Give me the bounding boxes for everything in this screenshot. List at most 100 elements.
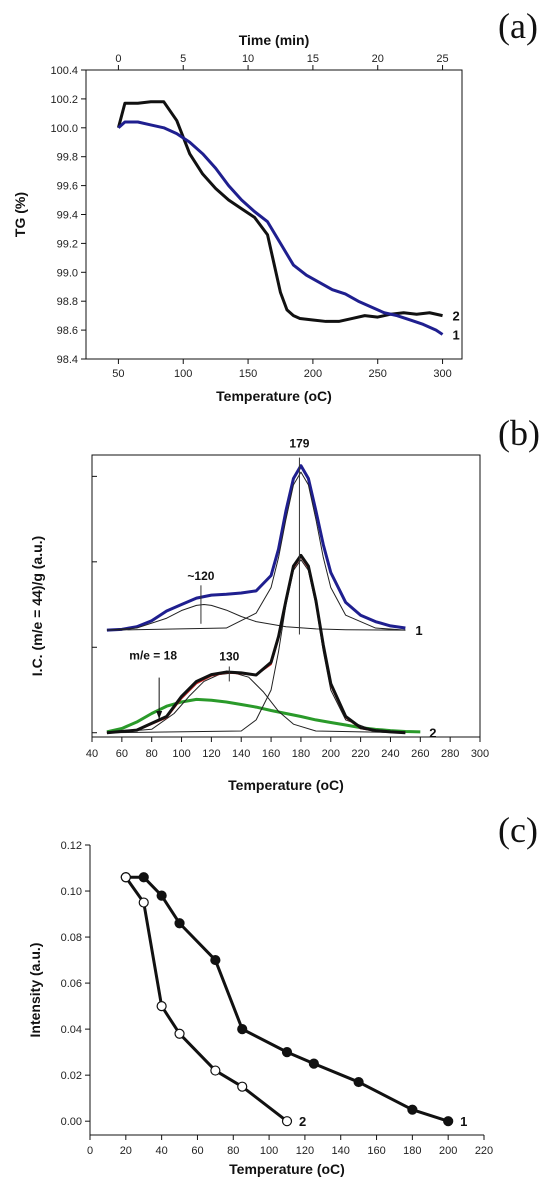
c-y-tick-label: 0.12 [61,840,82,852]
c-x-tick-label: 20 [120,1145,132,1157]
c-point-series-2 [120,872,131,883]
c-panel-label: (c) [498,810,538,850]
a-y-axis-title: TG (%) [12,192,28,237]
a-top-tick-label: 15 [307,53,319,65]
c-point-series-1 [210,954,221,966]
a-y-tick-label: 98.8 [57,296,78,308]
b-x-axis-title: Temperature (oC) [228,777,344,793]
b-y-axis-title: I.C. (m/e = 44)/g (a.u.) [29,536,45,676]
c-y-tick-label: 0.10 [61,886,82,898]
a-x-tick-label: 200 [304,368,322,380]
c-point-series-1 [443,1116,454,1127]
b-series-label-2: 2 [429,726,436,741]
b-series-label-1: 1 [415,623,422,638]
a-y-tick-label: 99.6 [57,181,78,193]
a-panel-label: (a) [498,6,538,46]
b-x-tick-label: 60 [116,748,128,760]
a-y-tick-label: 99.8 [57,152,78,164]
c-series-label-2: 2 [299,1114,306,1129]
c-x-tick-label: 60 [191,1145,203,1157]
a-y-tick-label: 98.4 [57,354,78,366]
c-y-tick-label: 0.06 [61,978,82,990]
b-series-line-2 [106,553,406,735]
c-series-line-2 [124,876,288,1123]
c-point-series-1 [156,890,167,901]
a-y-tick-label: 100.2 [50,94,78,106]
a-x-axis-title: Temperature (oC) [216,388,332,404]
panel-c-intensity-chart: 0 20 40 60 80 100 120 140 160 180 200 220 0.00 0.02 0.… [27,810,538,1177]
b-annotation-120: ~120 [187,569,214,583]
c-x-tick-label: 200 [439,1145,457,1157]
c-y-tick-label: 0.08 [61,932,82,944]
b-x-tick-label: 100 [172,748,190,760]
b-panel-label: (b) [498,413,540,453]
c-y-axis-title: Intensity (a.u.) [27,943,43,1038]
a-y-tick-label: 100.0 [50,123,78,135]
a-top-tick-label: 10 [242,53,254,65]
c-point-series-1 [281,1047,293,1058]
c-point-series-2 [237,1081,248,1092]
a-x-tick-label: 300 [433,368,451,380]
c-x-axis-title: Temperature (oC) [229,1161,345,1177]
c-x-tick-label: 180 [403,1145,421,1157]
c-point-series-2 [210,1065,221,1076]
b-annotation-arrow-head [156,711,163,720]
b-series-line-1-fit-peak-179 [106,471,406,631]
a-top-tick-label: 0 [115,53,121,65]
b-x-tick-label: 40 [86,748,98,760]
c-point-series-1 [174,918,185,929]
a-y-tick-label: 99.2 [57,238,78,250]
b-x-tick-label: 280 [441,748,459,760]
b-x-tick-label: 180 [292,748,310,760]
b-x-tick-label: 80 [146,748,158,760]
b-x-tick-label: 120 [202,748,220,760]
a-top-tick-label: 25 [436,53,448,65]
c-x-tick-label: 0 [87,1145,93,1157]
c-x-tick-label: 40 [156,1145,168,1157]
a-x-tick-label: 150 [239,368,257,380]
c-point-series-1 [353,1076,364,1088]
c-point-series-1 [138,872,149,883]
a-plot-frame [85,69,463,360]
c-x-tick-label: 220 [475,1145,493,1157]
a-y-tick-label: 99.4 [57,210,78,222]
c-point-series-2 [281,1116,293,1127]
c-point-series-2 [174,1028,185,1039]
b-series-line-1 [106,464,406,632]
a-top-axis-title: Time (min) [239,32,310,48]
b-x-tick-label: 240 [381,748,399,760]
c-point-series-2 [138,897,149,908]
a-series-line-1 [117,120,444,336]
b-annotation-179: 179 [289,436,309,450]
a-y-tick-label: 100.4 [50,65,78,77]
a-series-label-2: 2 [453,309,460,324]
b-x-tick-label: 140 [232,748,250,760]
a-y-tick-label: 99.0 [57,267,78,279]
b-x-tick-label: 200 [322,748,340,760]
c-y-tick-label: 0.02 [61,1070,82,1082]
b-x-tick-label: 220 [351,748,369,760]
a-top-tick-label: 20 [372,53,384,65]
b-x-tick-label: 160 [262,748,280,760]
c-point-series-1 [237,1024,248,1035]
b-x-tick-label: 260 [411,748,429,760]
c-x-tick-label: 100 [260,1145,278,1157]
c-x-tick-label: 140 [332,1145,350,1157]
a-x-tick-label: 250 [369,368,387,380]
b-series-line-2-fit-peak-179 [106,559,406,734]
c-point-series-2 [156,1001,167,1012]
c-point-series-1 [407,1104,418,1115]
b-annotation-130: 130 [219,649,239,663]
b-annotation-me18: m/e = 18 [129,648,177,662]
a-series-line-2 [116,100,443,323]
a-x-tick-label: 50 [112,368,124,380]
c-x-tick-label: 160 [367,1145,385,1157]
a-series-label-1: 1 [453,327,460,342]
c-point-series-1 [308,1058,319,1069]
b-plot-frame [91,454,481,738]
a-y-tick-label: 98.6 [57,325,78,337]
panel-b-ic-chart: 40 60 80 100 120 140 160 180 200 220 240 260 280 300 T… [29,413,540,793]
b-x-tick-label: 300 [471,748,489,760]
c-series-label-1: 1 [460,1114,467,1129]
